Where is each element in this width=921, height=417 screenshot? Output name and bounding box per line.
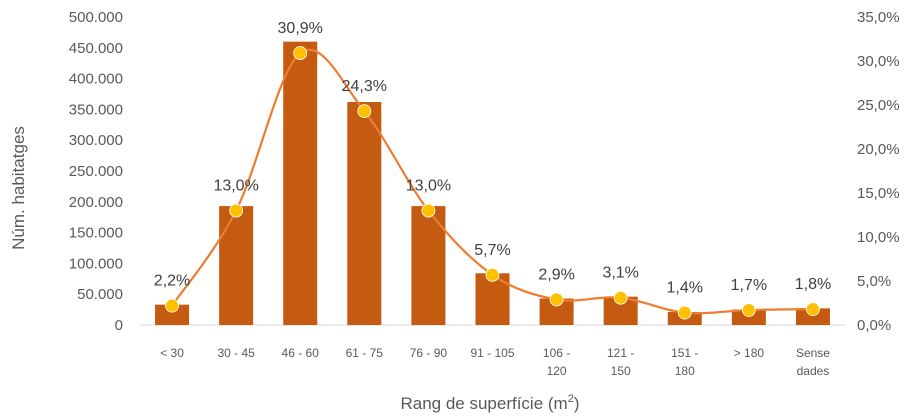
right-tick-label: 35,0% [857, 9, 900, 26]
right-tick-label: 25,0% [857, 97, 900, 114]
right-tick-label: 5,0% [857, 273, 891, 290]
x-tick-label: Sense dades [796, 346, 830, 378]
left-tick-label: 450.000 [69, 40, 123, 57]
right-axis-ticks: 0,0% 5,0% 10,0% 15,0% 20,0% 25,0% 30,0% 35,0% [857, 9, 900, 334]
data-label: 1,4% [667, 280, 703, 297]
data-label: 30,9% [278, 20, 323, 37]
x-tick-label-line: 46 - 60 [282, 346, 320, 360]
data-label: 13,0% [213, 178, 258, 195]
x-tick-label-line: 180 [675, 364, 695, 378]
left-axis-ticks: 0 50.000 100.000 150.000 200.000 250.000 300.0… [69, 9, 123, 334]
left-tick-label: 0 [115, 317, 123, 334]
line-marker [550, 293, 563, 306]
x-tick-label: 76 - 90 [410, 346, 448, 360]
line-marker [486, 268, 499, 281]
right-tick-label: 30,0% [857, 53, 900, 70]
left-tick-label: 300.000 [69, 132, 123, 149]
right-tick-label: 15,0% [857, 185, 900, 202]
right-tick-label: 10,0% [857, 229, 900, 246]
x-axis-title: Rang de superfície (m2) [400, 393, 579, 413]
x-tick-label: 106 - 120 [543, 346, 570, 378]
left-tick-label: 150.000 [69, 225, 123, 242]
left-tick-label: 350.000 [69, 101, 123, 118]
x-tick-label: 46 - 60 [282, 346, 320, 360]
data-label: 5,7% [474, 242, 510, 259]
x-tick-label-line: 106 - [543, 346, 570, 360]
data-label: 2,9% [538, 266, 574, 283]
percentage-markers [166, 47, 820, 320]
y-axis-title: Núm. habitatges [9, 126, 28, 250]
data-label: 13,0% [406, 178, 451, 195]
x-axis-title-main: Rang de superfície (m [400, 394, 567, 413]
x-tick-label: 121 - 150 [607, 346, 634, 378]
data-label: 1,8% [795, 276, 831, 293]
x-tick-label-line: > 180 [734, 346, 765, 360]
x-tick-label: 91 - 105 [470, 346, 514, 360]
x-axis-ticks: < 30 30 - 45 46 - 60 61 - 75 76 - 90 91 - 105… [160, 346, 830, 378]
x-tick-label-line: 120 [547, 364, 567, 378]
line-marker [294, 47, 307, 60]
bar [219, 206, 253, 325]
x-tick-label: < 30 [160, 346, 184, 360]
x-tick-label-line: 121 - [607, 346, 634, 360]
line-marker [166, 299, 179, 312]
x-tick-label-line: Sense [796, 346, 830, 360]
line-marker [358, 105, 371, 118]
line-marker [742, 304, 755, 317]
x-tick-label: 61 - 75 [346, 346, 384, 360]
x-tick-label: 151 - 180 [671, 346, 698, 378]
left-tick-label: 50.000 [77, 286, 123, 303]
left-tick-label: 100.000 [69, 255, 123, 272]
left-tick-label: 200.000 [69, 194, 123, 211]
left-tick-label: 500.000 [69, 9, 123, 26]
x-tick-label-line: 76 - 90 [410, 346, 448, 360]
x-tick-label-line: < 30 [160, 346, 184, 360]
x-tick-label: 30 - 45 [217, 346, 255, 360]
bar [283, 42, 317, 325]
x-tick-label-line: 30 - 45 [217, 346, 255, 360]
data-label: 2,2% [154, 273, 190, 290]
x-tick-label-line: 150 [611, 364, 631, 378]
bar [347, 102, 381, 325]
line-marker [614, 291, 627, 304]
left-tick-label: 250.000 [69, 163, 123, 180]
data-label: 24,3% [342, 78, 387, 95]
line-marker [806, 303, 819, 316]
data-label: 3,1% [602, 265, 638, 282]
line-marker [678, 306, 691, 319]
x-tick-label-line: 91 - 105 [470, 346, 514, 360]
right-tick-label: 20,0% [857, 141, 900, 158]
x-tick-label-line: dades [797, 364, 830, 378]
x-tick-label-line: 61 - 75 [346, 346, 384, 360]
x-tick-label-line: 151 - [671, 346, 698, 360]
line-marker [230, 204, 243, 217]
x-axis-title-end: ) [574, 394, 580, 413]
data-label: 1,7% [731, 277, 767, 294]
left-tick-label: 400.000 [69, 71, 123, 88]
line-marker [422, 204, 435, 217]
right-tick-label: 0,0% [857, 317, 891, 334]
x-tick-label: > 180 [734, 346, 765, 360]
